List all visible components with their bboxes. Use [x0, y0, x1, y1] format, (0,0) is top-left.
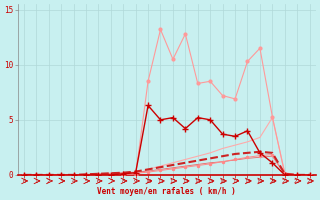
X-axis label: Vent moyen/en rafales ( km/h ): Vent moyen/en rafales ( km/h ) [97, 187, 236, 196]
